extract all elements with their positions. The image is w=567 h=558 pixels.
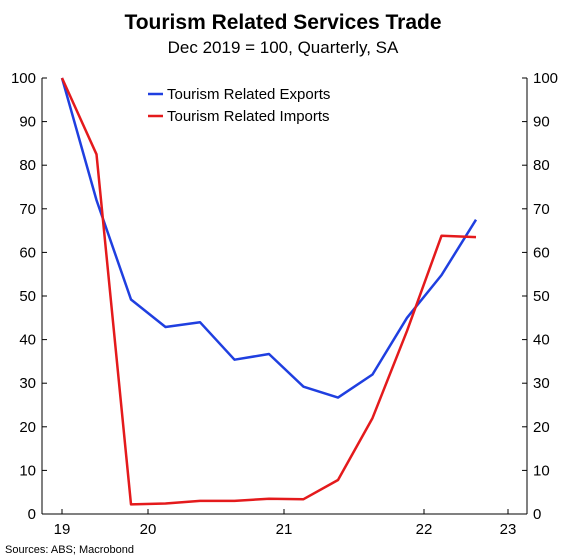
x-tick-label: 19: [54, 521, 71, 538]
y-tick-label-left: 80: [19, 157, 36, 174]
y-tick-label-left: 100: [11, 70, 36, 87]
y-tick-label-left: 90: [19, 114, 36, 131]
legend: Tourism Related Exports Tourism Related …: [148, 86, 330, 125]
y-tick-label-right: 70: [533, 201, 550, 218]
y-tick-label-left: 50: [19, 288, 36, 305]
chart-title: Tourism Related Services Trade: [124, 11, 441, 34]
axes: 0 0 10 10 20 20 30 30 40 40 50 50 60 60 70 70 80 80 90 90 10…: [11, 70, 558, 538]
y-tick-label-left: 20: [19, 419, 36, 436]
y-tick-label-right: 100: [533, 70, 558, 87]
y-tick-label-left: 70: [19, 201, 36, 218]
y-tick-label-left: 30: [19, 375, 36, 392]
y-tick-label-left: 40: [19, 332, 36, 349]
y-tick-label-right: 30: [533, 375, 550, 392]
series-line-imports: [60, 77, 477, 506]
y-tick-label-right: 20: [533, 419, 550, 436]
y-tick-label-right: 40: [533, 332, 550, 349]
x-tick-label: 23: [500, 521, 517, 538]
x-tick-label: 21: [276, 521, 293, 538]
chart-subtitle: Dec 2019 = 100, Quarterly, SA: [168, 38, 399, 57]
x-tick-label: 20: [140, 521, 157, 538]
y-tick-label-left: 60: [19, 244, 36, 261]
y-tick-label-right: 10: [533, 462, 550, 479]
y-tick-label-right: 50: [533, 288, 550, 305]
y-tick-label-right: 90: [533, 114, 550, 131]
y-tick-label-right: 0: [533, 506, 541, 523]
y-tick-label-right: 60: [533, 244, 550, 261]
x-tick-label: 22: [416, 521, 433, 538]
y-tick-label-left: 0: [28, 506, 36, 523]
legend-label-exports: Tourism Related Exports: [167, 86, 330, 103]
series-layer: [60, 77, 478, 506]
y-tick-label-right: 80: [533, 157, 550, 174]
legend-label-imports: Tourism Related Imports: [167, 108, 330, 125]
source-note: Sources: ABS; Macrobond: [5, 544, 134, 556]
series-line-exports: [60, 77, 478, 399]
y-tick-label-left: 10: [19, 462, 36, 479]
